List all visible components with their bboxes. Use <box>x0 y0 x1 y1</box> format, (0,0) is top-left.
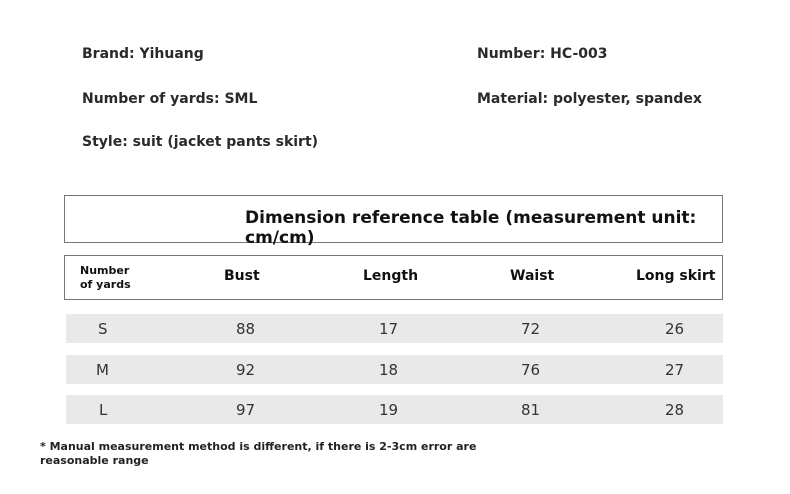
cell-waist: 76 <box>521 361 541 379</box>
header-waist: Waist <box>510 268 555 284</box>
table-row: L 97 19 81 28 <box>66 395 723 424</box>
cell-long-skirt: 27 <box>665 361 685 379</box>
header-bust: Bust <box>224 268 260 284</box>
number-label: Number: HC-003 <box>477 46 608 62</box>
yards-label: Number of yards: SML <box>82 91 258 107</box>
cell-long-skirt: 28 <box>665 401 685 419</box>
header-length: Length <box>363 268 419 284</box>
style-label: Style: suit (jacket pants skirt) <box>82 134 319 150</box>
table-row: S 88 17 72 26 <box>66 314 723 343</box>
cell-size: M <box>96 361 109 379</box>
header-long-skirt: Long skirt <box>636 268 716 284</box>
cell-bust: 92 <box>236 361 256 379</box>
header-size: Number of yards <box>80 264 131 292</box>
cell-bust: 88 <box>236 320 256 338</box>
brand-label: Brand: Yihuang <box>82 46 204 62</box>
material-label: Material: polyester, spandex <box>477 91 702 107</box>
cell-waist: 72 <box>521 320 541 338</box>
table-header: Number of yards Bust Length Waist Long s… <box>64 255 723 300</box>
cell-length: 17 <box>379 320 399 338</box>
cell-length: 19 <box>379 401 399 419</box>
table-row: M 92 18 76 27 <box>66 355 723 384</box>
cell-size: S <box>98 320 108 338</box>
header-size-line1: Number <box>80 264 130 277</box>
table-title: Dimension reference table (measurement u… <box>245 208 697 248</box>
cell-long-skirt: 26 <box>665 320 685 338</box>
table-title-box: Dimension reference table (measurement u… <box>64 195 723 248</box>
cell-waist: 81 <box>521 401 541 419</box>
measurement-note: * Manual measurement method is different… <box>40 440 477 467</box>
header-size-line2: of yards <box>80 278 131 291</box>
cell-length: 18 <box>379 361 399 379</box>
cell-bust: 97 <box>236 401 256 419</box>
cell-size: L <box>99 401 108 419</box>
